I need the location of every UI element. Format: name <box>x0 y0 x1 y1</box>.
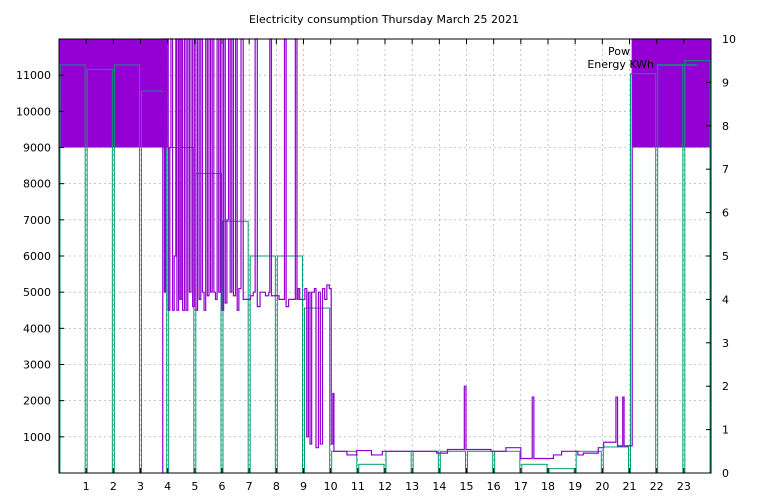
x-tick-label: 5 <box>191 480 198 493</box>
y-tick-label: 6000 <box>23 250 51 263</box>
y2-tick-label: 2 <box>722 380 729 393</box>
y2-tick-label: 3 <box>722 337 729 350</box>
y2-tick-label: 5 <box>722 250 729 263</box>
grid <box>59 39 711 473</box>
y-tick-label: 2000 <box>23 395 51 408</box>
y-tick-label: 8000 <box>23 178 51 191</box>
x-tick-label: 16 <box>487 480 501 493</box>
y-tick-label: 11000 <box>16 69 51 82</box>
y-tick-label: 4000 <box>23 322 51 335</box>
power-series <box>162 38 711 474</box>
energy-bar <box>385 450 412 474</box>
power-line <box>162 38 711 474</box>
x-tick-label: 7 <box>246 480 253 493</box>
y-axis-left: 1000 2000 3000 4000 5000 6000 7000 8000 9000 1000… <box>16 69 64 444</box>
energy-bar <box>467 450 494 474</box>
x-tick-label: 3 <box>137 480 144 493</box>
y-tick-label: 10000 <box>16 105 51 118</box>
energy-bar <box>548 468 575 474</box>
energy-bar <box>521 463 548 474</box>
x-tick-label: 6 <box>219 480 226 493</box>
y-tick-label: 7000 <box>23 214 51 227</box>
x-tick-label: 21 <box>623 480 637 493</box>
legend-energy-label: Energy KWh <box>587 58 654 71</box>
x-tick-label: 11 <box>351 480 365 493</box>
x-tick-label: 13 <box>405 480 419 493</box>
energy-bar <box>602 446 629 474</box>
power-fill <box>59 39 711 148</box>
x-tick-label: 22 <box>650 480 664 493</box>
energy-bar <box>358 463 385 474</box>
y-tick-label: 5000 <box>23 286 51 299</box>
legend: Pow Energy KWh <box>587 45 697 71</box>
energy-bar <box>439 450 467 474</box>
y2-tick-label: 9 <box>722 76 729 89</box>
y2-tick-label: 0 <box>722 467 729 480</box>
x-tick-label: 8 <box>273 480 280 493</box>
y-tick-label: 3000 <box>23 359 51 372</box>
chart-title: Electricity consumption Thursday March 2… <box>249 13 519 26</box>
x-tick-label: 4 <box>164 480 171 493</box>
x-tick-label: 10 <box>324 480 338 493</box>
x-axis: 1 2 3 4 5 6 7 8 9 10 11 12 13 14 15 16 17 18 19 20 21 22 23 <box>83 39 691 493</box>
legend-power-label: Pow <box>608 45 630 58</box>
y-tick-label: 9000 <box>23 142 51 155</box>
x-tick-label: 15 <box>460 480 474 493</box>
x-tick-label: 12 <box>378 480 392 493</box>
x-tick-label: 18 <box>541 480 555 493</box>
x-tick-label: 17 <box>514 480 528 493</box>
power-fill-area <box>632 39 711 148</box>
power-fill-area <box>59 39 168 148</box>
x-tick-label: 20 <box>595 480 609 493</box>
x-tick-label: 1 <box>83 480 90 493</box>
x-tick-label: 9 <box>300 480 307 493</box>
x-tick-label: 2 <box>110 480 117 493</box>
y-axis-right: 0 1 2 3 4 5 6 7 8 9 10 <box>706 33 736 480</box>
x-tick-label: 23 <box>677 480 691 493</box>
y2-tick-label: 7 <box>722 163 729 176</box>
y2-tick-label: 10 <box>722 33 736 46</box>
y2-tick-label: 6 <box>722 207 729 220</box>
y2-tick-label: 1 <box>722 424 729 437</box>
x-tick-label: 19 <box>568 480 582 493</box>
y2-tick-label: 4 <box>722 293 729 306</box>
y-tick-label: 1000 <box>23 431 51 444</box>
y2-tick-label: 8 <box>722 120 729 133</box>
energy-bar <box>494 450 521 474</box>
x-tick-label: 14 <box>432 480 446 493</box>
energy-bar <box>412 450 439 474</box>
